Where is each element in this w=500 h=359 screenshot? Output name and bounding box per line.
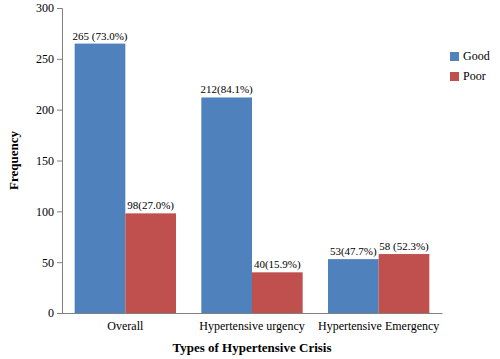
y-tick-label: 0 — [48, 306, 54, 320]
bar — [379, 254, 430, 313]
y-axis: 0 50 100 150 200 250 300 — [36, 1, 63, 320]
plot: 265 (73.0%) 212(84.1%) 53(47.7%) 98(27.0%) 4… — [36, 1, 443, 332]
x-axis-line — [63, 313, 443, 314]
legend: Good Poor — [450, 49, 490, 83]
legend-label: Poor — [463, 69, 486, 83]
legend-swatch — [450, 72, 459, 81]
data-label: 40(15.9%) — [254, 258, 301, 271]
x-tick: Overall — [107, 313, 144, 333]
x-axis-title: Types of Hypertensive Crisis — [173, 340, 332, 355]
y-tick-mark — [57, 211, 62, 212]
y-axis-line — [57, 9, 63, 314]
x-tick-label: Hypertensive Emergency — [318, 319, 439, 333]
x-tick: Hypertensive Emergency — [318, 313, 439, 333]
data-label: 58 (52.3%) — [379, 240, 429, 253]
y-tick-label: 300 — [36, 1, 54, 15]
data-label: 265 (73.0%) — [73, 30, 128, 43]
legend-item: Poor — [450, 69, 486, 83]
y-tick: 150 — [36, 154, 62, 168]
bar — [252, 272, 303, 313]
bar — [125, 213, 176, 313]
bar — [75, 44, 126, 313]
x-tick-label: Hypertensive urgency — [199, 319, 304, 333]
y-tick-mark — [57, 313, 62, 314]
y-tick: 50 — [42, 256, 62, 270]
y-tick-label: 200 — [36, 103, 54, 117]
y-axis-title: Frequency — [6, 131, 21, 190]
y-tick-mark — [57, 262, 62, 263]
y-tick: 300 — [36, 1, 62, 15]
bar — [328, 259, 379, 313]
y-tick: 0 — [48, 306, 62, 320]
y-tick-mark — [57, 59, 62, 60]
data-labels: 265 (73.0%) 212(84.1%) 53(47.7%) 98(27.0%) 4… — [73, 30, 430, 272]
y-tick-label: 50 — [42, 256, 54, 270]
legend-swatch — [450, 52, 459, 61]
x-tick: Hypertensive urgency — [199, 313, 304, 333]
y-tick: 100 — [36, 205, 62, 219]
bars — [75, 44, 430, 313]
y-tick-mark — [57, 8, 62, 9]
y-tick-mark — [57, 161, 62, 162]
x-axis: Overall Hypertensive urgency Hypertensive … — [63, 313, 443, 333]
chart: 265 (73.0%) 212(84.1%) 53(47.7%) 98(27.0%) 4… — [0, 0, 500, 359]
data-label: 98(27.0%) — [127, 199, 174, 212]
x-tick-label: Overall — [107, 319, 144, 333]
legend-label: Good — [463, 49, 490, 63]
y-tick-label: 250 — [36, 52, 54, 66]
y-tick-label: 100 — [36, 205, 54, 219]
bar — [201, 97, 252, 313]
y-tick-mark — [57, 110, 62, 111]
data-label: 212(84.1%) — [201, 83, 254, 96]
y-tick-label: 150 — [36, 154, 54, 168]
y-tick: 200 — [36, 103, 62, 117]
y-tick: 250 — [36, 52, 62, 66]
data-label: 53(47.7%) — [330, 245, 377, 258]
legend-item: Good — [450, 49, 490, 63]
